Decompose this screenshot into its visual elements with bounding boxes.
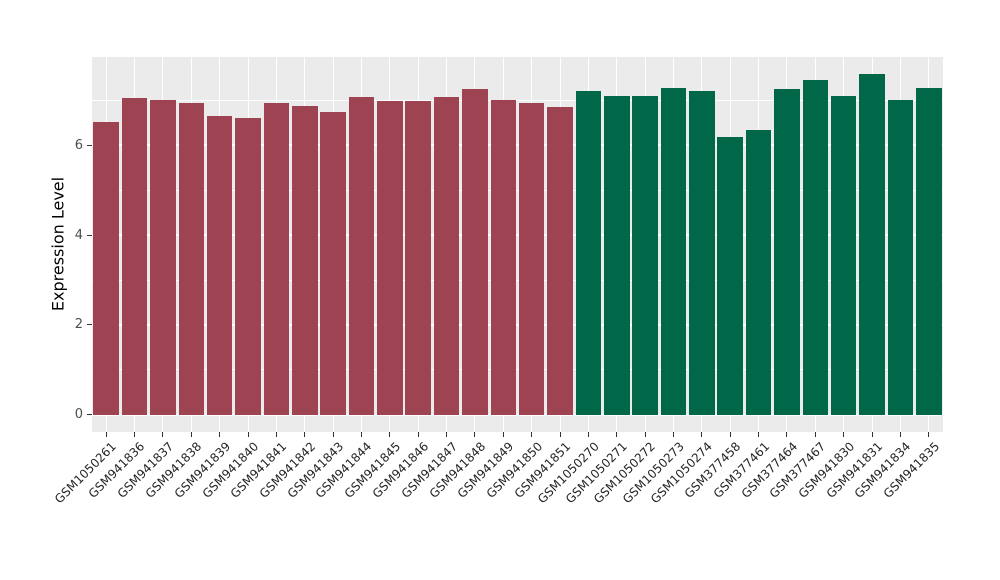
x-tick-mark	[559, 432, 561, 437]
x-tick-mark	[786, 432, 788, 437]
bar-GSM941848	[462, 89, 488, 415]
x-tick-mark	[105, 432, 107, 437]
bar-GSM941831	[859, 74, 885, 415]
bar-GSM377467	[802, 80, 829, 415]
x-tick-mark	[247, 432, 249, 437]
major-gridline	[92, 234, 943, 237]
bar-GSM1050274	[689, 91, 715, 415]
y-tick-mark	[87, 234, 92, 236]
y-tick-label: 2	[74, 317, 83, 333]
x-tick-mark	[219, 432, 221, 437]
bar-GSM941838	[178, 102, 205, 415]
bar-GSM941843	[320, 111, 346, 415]
bar-GSM941842	[291, 106, 318, 415]
y-axis-title-text: Expression Level	[48, 176, 68, 312]
minor-gridline	[92, 189, 943, 191]
x-tick-mark	[474, 432, 476, 437]
bar-GSM941839	[206, 116, 233, 415]
x-tick-mark	[502, 432, 504, 437]
x-tick-mark	[843, 432, 845, 437]
bar-GSM1050271	[604, 95, 630, 415]
y-tick-mark	[87, 324, 92, 326]
x-tick-mark	[190, 432, 192, 437]
bar-GSM941836	[121, 97, 148, 415]
x-tick-mark	[814, 432, 816, 437]
y-tick-mark	[87, 414, 92, 416]
x-tick-mark	[871, 432, 873, 437]
y-tick-label: 0	[74, 407, 83, 423]
x-tick-mark	[360, 432, 362, 437]
x-tick-mark	[275, 432, 277, 437]
x-tick-mark	[134, 432, 136, 437]
bar-GSM941830	[830, 95, 857, 415]
bar-GSM377464	[774, 89, 800, 415]
bar-GSM941844	[348, 97, 375, 415]
x-tick-mark	[531, 432, 533, 437]
bar-GSM941837	[150, 100, 176, 415]
bar-GSM377461	[745, 130, 772, 415]
bar-GSM941850	[518, 102, 545, 415]
bar-GSM1050261	[93, 121, 119, 415]
plot-panel	[92, 57, 943, 432]
bar-GSM377458	[717, 136, 743, 415]
bar-GSM941851	[547, 106, 573, 415]
x-tick-mark	[389, 432, 391, 437]
minor-gridline	[92, 279, 943, 281]
x-tick-mark	[616, 432, 618, 437]
bar-GSM1050272	[632, 95, 658, 415]
major-gridline	[92, 323, 943, 326]
x-tick-mark	[446, 432, 448, 437]
y-tick-label: 4	[74, 227, 83, 243]
x-tick-mark	[304, 432, 306, 437]
x-tick-mark	[673, 432, 675, 437]
minor-gridline	[92, 99, 943, 101]
bar-GSM941847	[433, 97, 460, 415]
major-gridline	[92, 144, 943, 147]
x-tick-mark	[758, 432, 760, 437]
x-tick-mark	[162, 432, 164, 437]
bar-GSM941845	[377, 101, 403, 415]
x-tick-mark	[332, 432, 334, 437]
x-tick-mark	[417, 432, 419, 437]
y-tick-mark	[87, 144, 92, 146]
bar-GSM1050273	[660, 88, 687, 415]
bar-GSM1050270	[575, 90, 602, 415]
x-tick-mark	[701, 432, 703, 437]
bar-GSM941835	[916, 88, 942, 415]
x-tick-mark	[644, 432, 646, 437]
bar-GSM941834	[887, 99, 914, 415]
y-tick-label: 6	[74, 137, 83, 153]
bar-GSM941840	[235, 117, 261, 415]
bar-GSM941849	[490, 99, 517, 415]
x-tick-mark	[729, 432, 731, 437]
minor-gridline	[92, 369, 943, 371]
x-tick-mark	[928, 432, 930, 437]
bar-GSM941846	[405, 101, 431, 415]
x-tick-mark	[587, 432, 589, 437]
x-tick-mark	[899, 432, 901, 437]
bar-GSM941841	[263, 103, 290, 415]
major-gridline	[92, 413, 943, 416]
